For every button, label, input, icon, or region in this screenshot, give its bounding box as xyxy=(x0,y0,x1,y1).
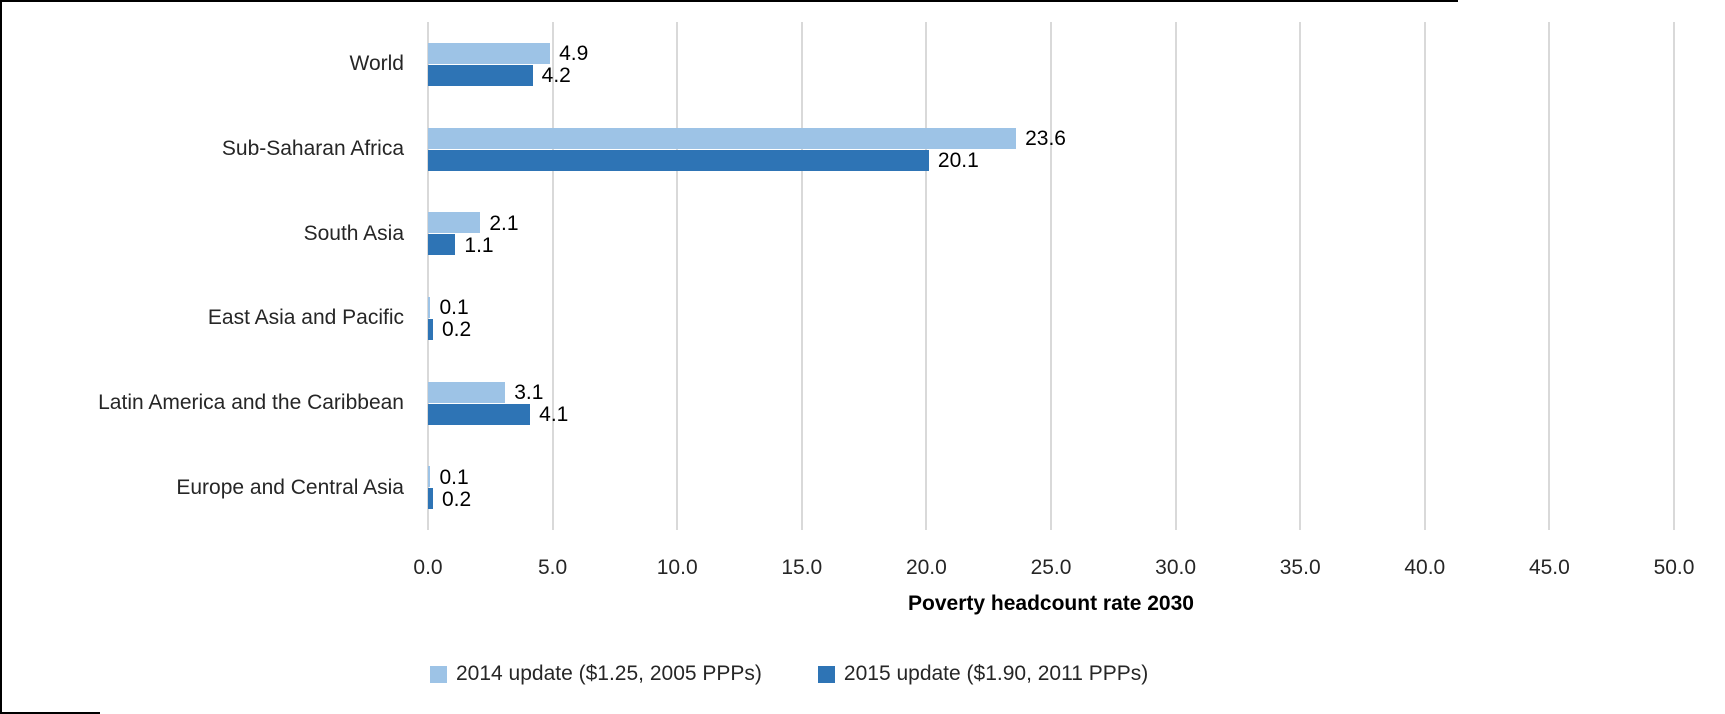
value-label: 4.2 xyxy=(541,64,571,88)
value-label: 2.1 xyxy=(489,211,519,235)
x-axis-tick-label: 40.0 xyxy=(1404,556,1446,579)
category-label: Sub-Saharan Africa xyxy=(221,137,404,160)
x-axis-tick-label: 10.0 xyxy=(656,556,698,579)
legend-label-2015: 2015 update ($1.90, 2011 PPPs) xyxy=(843,662,1149,685)
value-label: 20.1 xyxy=(937,149,979,172)
category-label: South Asia xyxy=(303,221,404,245)
bar-series-0-latin-america-and-the-caribbean xyxy=(428,381,506,403)
gridline xyxy=(800,22,803,530)
category-label: Latin America and the Caribbean xyxy=(98,391,404,414)
category-label: East Asia and Pacific xyxy=(207,306,404,330)
value-label: 4.9 xyxy=(559,42,589,66)
gridline xyxy=(1174,22,1177,530)
gridline xyxy=(1050,22,1052,530)
x-axis-tick-label: 15.0 xyxy=(781,556,823,579)
value-label: 0.1 xyxy=(439,465,469,489)
gridline xyxy=(427,22,429,530)
x-axis-tick-label: 20.0 xyxy=(905,556,947,579)
value-label: 0.2 xyxy=(441,487,472,511)
bar-series-0-south-asia xyxy=(428,212,481,234)
gridline xyxy=(925,22,928,530)
legend-entry-2015-update: 2015 update ($1.90, 2011 PPPs) xyxy=(817,662,1149,686)
bar-series-0-sub-saharan-africa xyxy=(428,127,1017,149)
value-label: 1.1 xyxy=(464,233,494,257)
bar-series-1-south-asia xyxy=(428,234,456,256)
x-axis-tick-label: 35.0 xyxy=(1279,556,1321,579)
bar-series-0-world xyxy=(428,42,551,64)
gridline xyxy=(551,22,554,530)
gridline xyxy=(1423,22,1426,530)
x-axis-tick-label: 0.0 xyxy=(413,556,443,579)
category-label: Europe and Central Asia xyxy=(176,475,404,499)
value-label: 23.6 xyxy=(1025,127,1066,150)
bar-series-1-east-asia-and-pacific xyxy=(428,318,433,340)
x-axis-tick-label: 50.0 xyxy=(1653,556,1695,579)
gridline xyxy=(1299,22,1302,530)
x-axis-tick-label: 30.0 xyxy=(1155,556,1197,579)
bar-series-1-europe-and-central-asia xyxy=(428,488,433,510)
legend: 2014 update ($1.25, 2005 PPPs) 2015 upda… xyxy=(430,662,1148,686)
bar-series-1-world xyxy=(428,64,533,86)
x-axis-title: Poverty headcount rate 2030 xyxy=(908,592,1194,615)
bar-series-0-east-asia-and-pacific xyxy=(428,296,431,318)
bar-series-1-sub-saharan-africa xyxy=(428,149,929,171)
x-axis-tick-label: 45.0 xyxy=(1528,556,1570,579)
legend-swatch-2014-icon xyxy=(430,665,447,683)
x-axis-tick-label: 25.0 xyxy=(1030,556,1072,579)
value-label: 0.1 xyxy=(439,296,469,320)
gridline xyxy=(676,22,679,530)
value-label: 0.2 xyxy=(441,318,472,342)
frame-border-left xyxy=(0,0,2,714)
category-label: World xyxy=(349,52,404,76)
legend-entry-2014-update: 2014 update ($1.25, 2005 PPPs) xyxy=(430,662,762,686)
legend-swatch-2015-icon xyxy=(817,665,835,683)
legend-label-2014: 2014 update ($1.25, 2005 PPPs) xyxy=(456,662,762,685)
bar-series-0-europe-and-central-asia xyxy=(428,466,431,488)
x-axis-tick-label: 5.0 xyxy=(537,556,568,579)
value-label: 4.1 xyxy=(539,403,569,426)
gridline xyxy=(1673,22,1675,530)
value-label: 3.1 xyxy=(514,381,544,404)
gridline xyxy=(1548,22,1551,530)
frame-border-bottom-left xyxy=(0,712,100,714)
bar-series-1-latin-america-and-the-caribbean xyxy=(428,403,531,425)
frame-border-top xyxy=(0,0,1458,2)
